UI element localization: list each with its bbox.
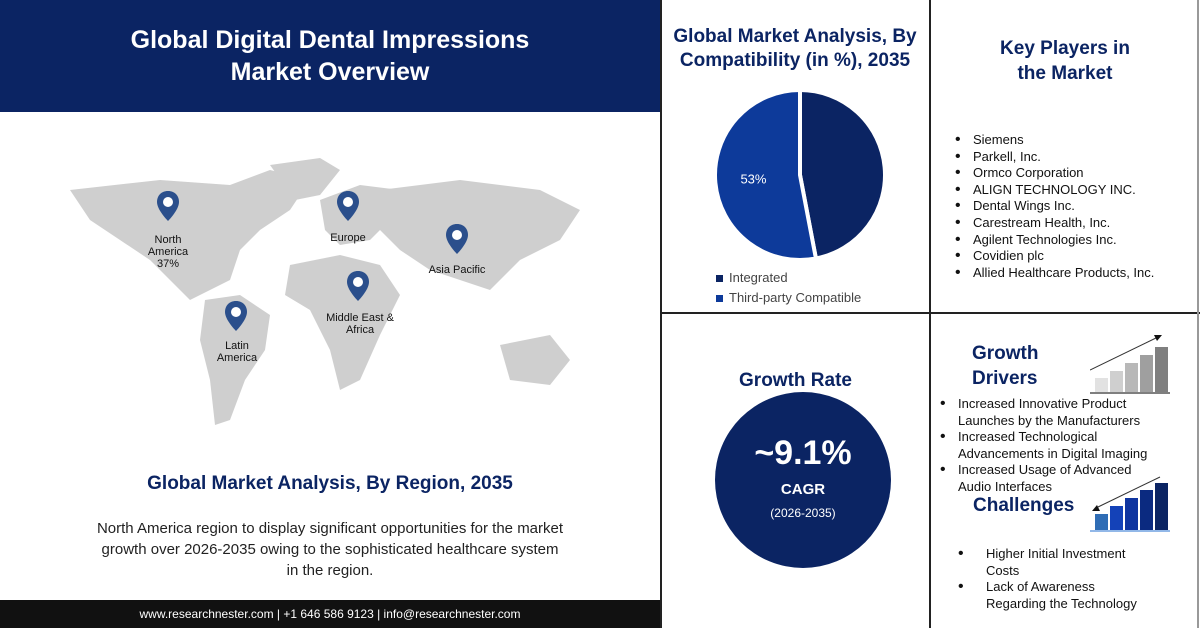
greenland-shape <box>270 158 340 200</box>
key-players-list: SiemensParkell, Inc.Ormco CorporationALI… <box>955 132 1154 281</box>
pin-label-middle-east-africa: Middle East & Africa <box>326 312 394 336</box>
growth-driver-item: Increased Technological Advancements in … <box>940 429 1160 462</box>
australia-shape <box>500 335 570 385</box>
divider <box>929 0 931 628</box>
challenge-item: Higher Initial Investment Costs <box>958 546 1158 579</box>
pie-chart: 53% <box>713 90 887 260</box>
key-player-item: Dental Wings Inc. <box>955 198 1154 215</box>
pin-label-asia-pacific: Asia Pacific <box>428 264 486 276</box>
pin-label-north-america: North America 37% <box>147 234 189 270</box>
key-player-item: Allied Healthcare Products, Inc. <box>955 265 1154 282</box>
legend-item-third-party: Third-party Compatible <box>716 288 861 308</box>
pie-legend: Integrated Third-party Compatible <box>716 268 861 308</box>
challenges-title: Challenges <box>973 495 1075 516</box>
divider <box>660 0 662 628</box>
key-player-item: Siemens <box>955 132 1154 149</box>
growth-drivers-title: Growth Drivers <box>972 343 1039 389</box>
pin-label-europe: Europe <box>330 232 366 244</box>
growth-drivers-list: Increased Innovative Product Launches by… <box>940 396 1160 495</box>
key-players-title: Key Players in the Market <box>1000 38 1130 84</box>
key-player-item: Parkell, Inc. <box>955 149 1154 166</box>
region-description: North America region to display signific… <box>96 520 564 579</box>
pie-data-label: 53% <box>740 171 766 186</box>
key-player-item: ALIGN TECHNOLOGY INC. <box>955 182 1154 199</box>
growth-driver-item: Increased Usage of Advanced Audio Interf… <box>940 462 1160 495</box>
divider <box>1197 0 1199 628</box>
challenge-item: Lack of Awareness Regarding the Technolo… <box>958 579 1158 612</box>
asia-shape <box>380 180 580 290</box>
growth-rate-title: Growth Rate <box>739 370 852 391</box>
map-pin-icon <box>224 300 248 332</box>
world-map <box>70 158 580 425</box>
map-pin-icon <box>336 190 360 222</box>
footer-contact: www.researchnester.com | +1 646 586 9123… <box>0 600 660 628</box>
divider <box>660 312 1200 314</box>
key-player-item: Agilent Technologies Inc. <box>955 232 1154 249</box>
south-america-shape <box>200 295 270 425</box>
challenges-list: Higher Initial Investment CostsLack of A… <box>958 546 1158 612</box>
pie-slice-1 <box>713 90 819 260</box>
map-pin-icon <box>156 190 180 222</box>
key-player-item: Ormco Corporation <box>955 165 1154 182</box>
pin-label-latin-america: Latin America <box>216 340 258 364</box>
key-player-item: Covidien plc <box>955 248 1154 265</box>
growth-driver-item: Increased Innovative Product Launches by… <box>940 396 1160 429</box>
pie-slice-0 <box>798 90 887 260</box>
map-pin-icon <box>445 223 469 255</box>
pie-chart-title: Global Market Analysis, By Compatibility… <box>673 26 917 71</box>
region-title: Global Market Analysis, By Region, 2035 <box>147 473 513 494</box>
cagr-value: ~9.1% <box>754 434 852 472</box>
cagr-circle: ~9.1% CAGR (2026-2035) <box>715 392 891 568</box>
cagr-label: CAGR <box>780 481 826 498</box>
north-america-shape <box>70 170 310 300</box>
challenges-bars-icon <box>1090 476 1170 532</box>
africa-shape <box>285 255 400 390</box>
legend-item-integrated: Integrated <box>716 268 861 288</box>
map-pin-icon <box>346 270 370 302</box>
key-player-item: Carestream Health, Inc. <box>955 215 1154 232</box>
page-title: Global Digital Dental Impressions Market… <box>0 0 660 112</box>
growth-bars-icon <box>1090 335 1170 394</box>
cagr-period: (2026-2035) <box>770 506 836 520</box>
